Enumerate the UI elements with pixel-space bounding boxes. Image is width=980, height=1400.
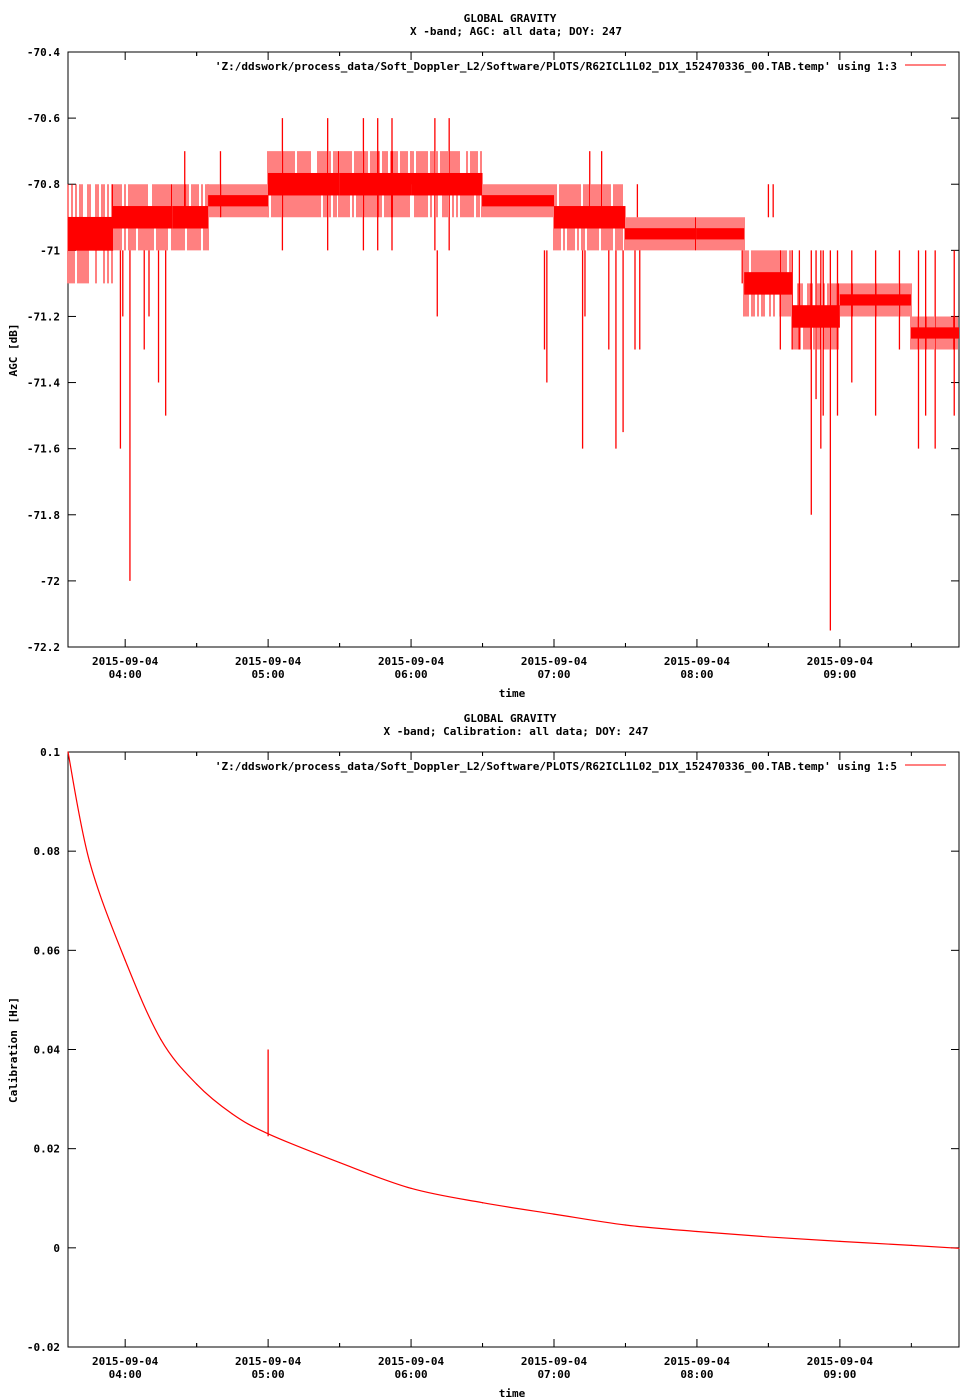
agc-x-ticks: 2015-09-0404:002015-09-0405:002015-09-04… bbox=[92, 52, 912, 681]
agc-legend-label: 'Z:/ddswork/process_data/Soft_Doppler_L2… bbox=[215, 60, 897, 73]
calibration-point bbox=[553, 1213, 555, 1215]
agc-y-tick-label: -70.8 bbox=[27, 178, 60, 191]
agc-x-tick-date: 2015-09-04 bbox=[664, 655, 731, 668]
calibration-chart: GLOBAL GRAVITY X -band; Calibration: all… bbox=[7, 712, 960, 1400]
calibration-x-tick-date: 2015-09-04 bbox=[378, 1355, 445, 1368]
agc-y-tick-label: -71 bbox=[40, 244, 60, 257]
agc-x-tick-date: 2015-09-04 bbox=[92, 655, 159, 668]
agc-chart-subtitle: X -band; AGC: all data; DOY: 247 bbox=[410, 25, 622, 38]
agc-x-tick-time: 08:00 bbox=[680, 668, 713, 681]
agc-x-tick-date: 2015-09-04 bbox=[807, 655, 874, 668]
calibration-x-tick-time: 04:00 bbox=[109, 1368, 142, 1381]
calibration-y-ticks: 0.1 0.08 0.06 0.04 0.02 0 -0.02 bbox=[27, 746, 959, 1354]
calibration-point bbox=[839, 1240, 841, 1242]
calibration-y-tick-label: 0.04 bbox=[34, 1044, 61, 1057]
calibration-x-tick-date: 2015-09-04 bbox=[521, 1355, 588, 1368]
calibration-y-tick-label: 0.08 bbox=[34, 845, 61, 858]
calibration-point bbox=[88, 860, 91, 862]
calibration-line bbox=[67, 751, 960, 1249]
agc-x-tick-date: 2015-09-04 bbox=[235, 655, 302, 668]
agc-y-tick-label: -71.2 bbox=[27, 310, 60, 323]
agc-chart-title: GLOBAL GRAVITY bbox=[464, 12, 557, 25]
calibration-point bbox=[231, 1113, 233, 1115]
agc-x-axis-label: time bbox=[499, 687, 526, 700]
agc-y-tick-label: -72 bbox=[40, 575, 60, 588]
agc-y-tick-label: -70.4 bbox=[27, 46, 60, 59]
calibration-chart-subtitle: X -band; Calibration: all data; DOY: 247 bbox=[384, 725, 649, 738]
agc-x-tick-time: 07:00 bbox=[537, 668, 570, 681]
agc-series bbox=[67, 118, 959, 631]
agc-x-tick-date: 2015-09-04 bbox=[521, 655, 588, 668]
calibration-x-ticks: 2015-09-0404:002015-09-0405:002015-09-04… bbox=[92, 752, 912, 1381]
calibration-point bbox=[481, 1202, 484, 1204]
calibration-point bbox=[696, 1230, 698, 1233]
calibration-chart-title: GLOBAL GRAVITY bbox=[464, 712, 557, 725]
agc-y-tick-label: -71.4 bbox=[27, 377, 60, 390]
calibration-x-tick-date: 2015-09-04 bbox=[664, 1355, 731, 1368]
calibration-x-axis-label: time bbox=[499, 1387, 526, 1400]
calibration-y-tick-label: 0.06 bbox=[34, 944, 61, 957]
calibration-point bbox=[910, 1244, 912, 1246]
agc-y-tick-label: -70.6 bbox=[27, 112, 60, 125]
agc-x-tick-time: 06:00 bbox=[394, 668, 427, 681]
calibration-x-tick-time: 09:00 bbox=[823, 1368, 856, 1381]
agc-chart: GLOBAL GRAVITY X -band; AGC: all data; D… bbox=[7, 12, 960, 700]
calibration-x-tick-time: 08:00 bbox=[680, 1368, 713, 1381]
calibration-x-tick-date: 2015-09-04 bbox=[92, 1355, 159, 1368]
calibration-y-tick-label: -0.02 bbox=[27, 1341, 60, 1354]
agc-x-tick-time: 09:00 bbox=[823, 668, 856, 681]
calibration-point bbox=[410, 1187, 412, 1189]
calibration-x-tick-date: 2015-09-04 bbox=[807, 1355, 874, 1368]
agc-x-tick-time: 04:00 bbox=[109, 668, 142, 681]
calibration-x-tick-date: 2015-09-04 bbox=[235, 1355, 302, 1368]
calibration-y-axis-label: Calibration [Hz] bbox=[7, 997, 20, 1103]
calibration-point bbox=[160, 1038, 162, 1041]
calibration-y-tick-label: 0.1 bbox=[40, 746, 60, 759]
calibration-point bbox=[958, 1247, 960, 1249]
calibration-y-tick-label: 0.02 bbox=[34, 1143, 61, 1156]
calibration-y-tick-label: 0 bbox=[53, 1242, 60, 1255]
agc-band-core bbox=[696, 228, 745, 240]
agc-x-tick-time: 05:00 bbox=[252, 668, 285, 681]
calibration-x-tick-time: 05:00 bbox=[252, 1368, 285, 1381]
calibration-point bbox=[67, 751, 69, 753]
agc-y-tick-label: -71.8 bbox=[27, 509, 60, 522]
calibration-series bbox=[67, 751, 960, 1249]
calibration-point bbox=[338, 1161, 341, 1164]
calibration-x-tick-time: 07:00 bbox=[537, 1368, 570, 1381]
agc-x-tick-date: 2015-09-04 bbox=[378, 655, 445, 668]
calibration-point bbox=[767, 1236, 770, 1238]
calibration-point bbox=[124, 959, 126, 961]
agc-y-tick-label: -71.6 bbox=[27, 443, 60, 456]
calibration-x-tick-time: 06:00 bbox=[394, 1368, 427, 1381]
calibration-legend-label: 'Z:/ddswork/process_data/Soft_Doppler_L2… bbox=[215, 760, 897, 773]
calibration-point bbox=[624, 1224, 627, 1226]
agc-plot-frame bbox=[67, 51, 960, 648]
agc-y-tick-label: -72.2 bbox=[27, 641, 60, 654]
calibration-point bbox=[196, 1083, 198, 1085]
agc-y-axis-label: AGC [dB] bbox=[7, 324, 20, 377]
agc-y-ticks: -70.4 -70.6 -70.8 -71 -71.2 -71.4 -71.6 -71.8 -7… bbox=[27, 46, 959, 654]
